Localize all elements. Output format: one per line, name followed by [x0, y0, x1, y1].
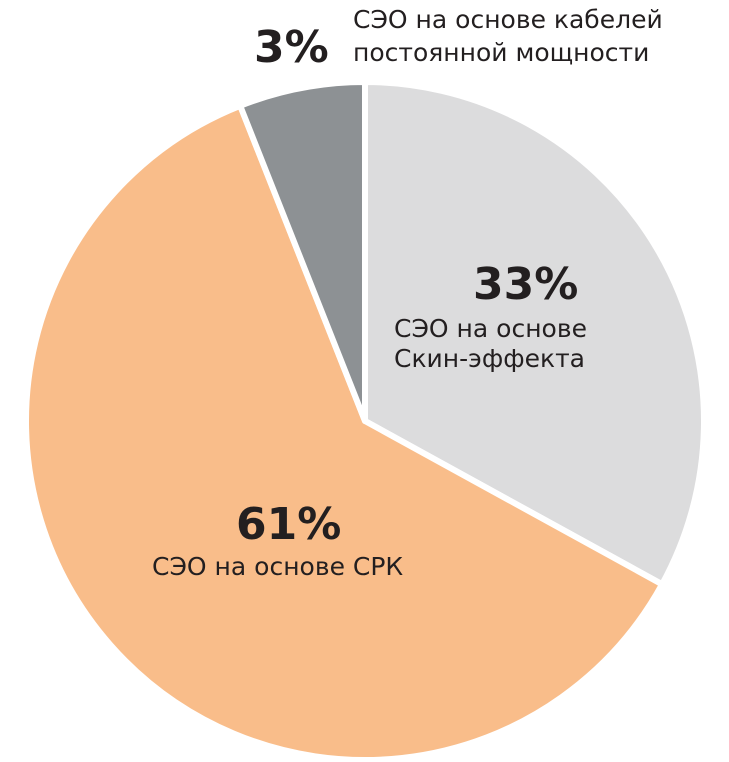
pie-slice-constant-power-cables	[237, 79, 368, 424]
slice-label-skin-effect-line-1: СЭО на основе	[394, 314, 587, 343]
slice-label-skin-effect-line-2: Скин-эффекта	[394, 344, 585, 373]
slice-label-constant-power-cables-line-2: постоянной мощности	[353, 38, 649, 67]
slice-label-srk: СЭО на основе СРК	[152, 552, 403, 581]
pie-slices	[23, 79, 707, 762]
slice-percent-srk: 61%	[236, 499, 341, 550]
slice-percent-skin-effect: 33%	[473, 259, 578, 310]
slice-percent-constant-power-cables: 3%	[254, 22, 329, 73]
pie-slice-srk	[23, 102, 666, 762]
pie-slice-skin-effect	[362, 79, 707, 588]
slice-label-constant-power-cables-line-1: СЭО на основе кабелей	[353, 5, 663, 34]
